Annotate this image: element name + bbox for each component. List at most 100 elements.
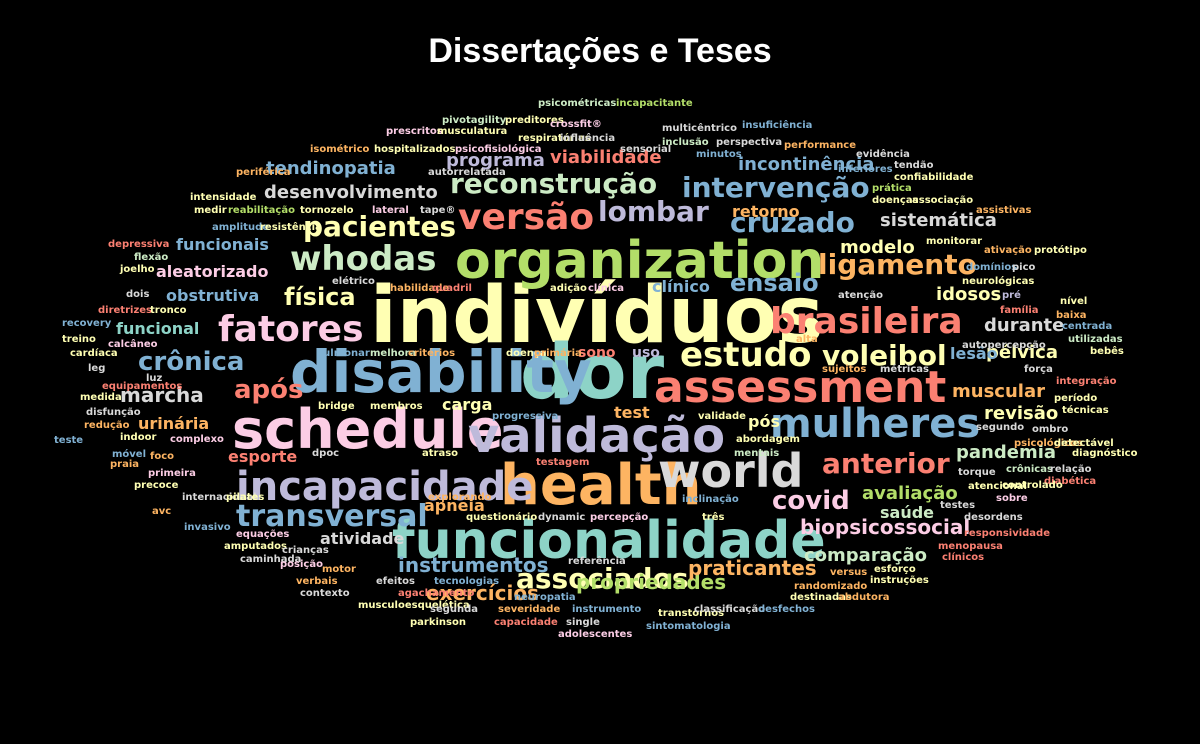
cloud-word: teste — [54, 435, 83, 446]
cloud-word: adição — [550, 283, 587, 294]
cloud-word: incapacidade — [236, 464, 533, 510]
cloud-word: versus — [830, 567, 867, 578]
cloud-word: questionário — [466, 511, 537, 523]
cloud-word: randomizado — [794, 581, 867, 592]
cloud-word: habilidade — [390, 283, 449, 294]
cloud-word: neuropatia — [514, 592, 576, 603]
cloud-word: associados — [516, 562, 689, 595]
cloud-word: funcionais — [176, 235, 269, 254]
cloud-word: foco — [150, 451, 174, 462]
cloud-word: desordens — [964, 512, 1023, 523]
cloud-word: dois — [126, 289, 149, 300]
cloud-word: critérios — [408, 347, 455, 359]
cloud-word: world — [658, 444, 803, 498]
cloud-word: medida — [80, 392, 122, 403]
cloud-word: percepção — [590, 512, 648, 523]
cloud-word: tecnologias — [434, 576, 499, 587]
cloud-word: nível — [1060, 295, 1087, 307]
cloud-word: incontinência — [738, 154, 874, 175]
cloud-word: disfunção — [86, 407, 141, 418]
cloud-word: severidade — [498, 604, 560, 615]
cloud-word: ombro — [1032, 424, 1068, 435]
cloud-word: instruções — [870, 575, 929, 586]
cloud-word: atencional — [968, 481, 1027, 492]
cloud-word: transtornos — [658, 608, 724, 619]
cloud-word: dor — [520, 327, 665, 416]
cloud-word: ativação — [984, 245, 1032, 256]
cloud-word: hospitalizados — [374, 144, 456, 155]
cloud-word: menopausa — [938, 541, 1003, 552]
cloud-word: respiratórias — [518, 132, 591, 144]
cloud-word: três — [702, 511, 724, 523]
cloud-word: abdutora — [838, 592, 890, 603]
cloud-word: covid — [772, 486, 850, 516]
cloud-word: intervenção — [682, 171, 870, 204]
cloud-word: crônica — [138, 347, 244, 377]
cloud-word: organization — [455, 231, 824, 291]
cloud-word: primária — [534, 347, 582, 359]
cloud-word: musculatura — [437, 126, 507, 137]
cloud-word: efeitos — [376, 576, 415, 587]
cloud-word: pélvica — [986, 342, 1058, 363]
cloud-word: joelho — [119, 264, 155, 275]
cloud-word: exercícios — [426, 581, 539, 605]
cloud-word: técnicas — [1062, 404, 1109, 416]
cloud-word: melhora — [370, 348, 416, 359]
cloud-word: biopsicossocial — [800, 515, 970, 539]
cloud-word: posição — [280, 559, 323, 570]
cloud-word: esporte — [228, 447, 297, 466]
cloud-word: clínica — [588, 282, 624, 294]
cloud-word: carga — [442, 395, 492, 414]
cloud-word: autopercepção — [962, 340, 1046, 351]
cloud-word: sensorial — [620, 144, 671, 155]
cloud-word: pico — [1012, 262, 1036, 273]
cloud-word: pivotagility — [442, 115, 507, 126]
cloud-word: reabilitação — [228, 205, 295, 216]
cloud-word: perspectiva — [716, 137, 782, 148]
cloud-word: bebês — [1090, 345, 1124, 357]
cloud-word: cruzado — [730, 206, 855, 239]
cloud-word: verbais — [296, 576, 338, 587]
cloud-word: diagnóstico — [1072, 447, 1138, 459]
cloud-word: torque — [958, 467, 996, 478]
cloud-word: medir — [194, 205, 227, 216]
cloud-word: bridge — [318, 401, 355, 412]
cloud-word: performance — [784, 140, 856, 151]
cloud-word: apneia — [424, 496, 485, 515]
cloud-word: protótipo — [1034, 244, 1087, 256]
cloud-word: pacientes — [303, 210, 456, 243]
cloud-word: parkinson — [410, 617, 466, 628]
cloud-word: primeira — [148, 468, 196, 479]
cloud-word: fatores — [218, 309, 364, 350]
cloud-word: progressiva — [492, 411, 558, 422]
cloud-word: referência — [568, 555, 626, 567]
cloud-word: health — [500, 453, 701, 518]
cloud-word: segundo — [976, 422, 1024, 433]
cloud-word: tornozelo — [300, 205, 354, 216]
cloud-word: pulmonar — [316, 348, 370, 359]
cloud-word: prescritos — [386, 126, 443, 137]
cloud-word: esforço — [874, 564, 916, 575]
cloud-word: single — [566, 617, 600, 628]
cloud-word: dynamic — [538, 512, 585, 523]
cloud-word: schedule — [232, 398, 503, 461]
cloud-word: muscular — [952, 381, 1045, 402]
cloud-word: relação — [1050, 464, 1092, 475]
cloud-word: monitorar — [926, 236, 982, 247]
cloud-word: lateral — [372, 205, 409, 216]
cloud-word: comparação — [804, 545, 927, 566]
cloud-word: explorando — [428, 492, 492, 503]
cloud-word: musculoesquelética — [358, 599, 470, 611]
cloud-word: test — [614, 403, 650, 422]
cloud-word: atividade — [320, 529, 405, 548]
cloud-word: modelo — [840, 237, 915, 258]
cloud-word: estudo — [680, 335, 811, 375]
cloud-word: instrumentos — [398, 553, 549, 577]
cloud-word: domínios — [966, 261, 1017, 273]
cloud-word: validade — [698, 411, 746, 422]
cloud-word: flexão — [134, 252, 168, 263]
cloud-word: detectável — [1054, 437, 1114, 449]
cloud-word: diretrizes — [98, 305, 152, 316]
cloud-word: baixa — [1056, 310, 1087, 321]
